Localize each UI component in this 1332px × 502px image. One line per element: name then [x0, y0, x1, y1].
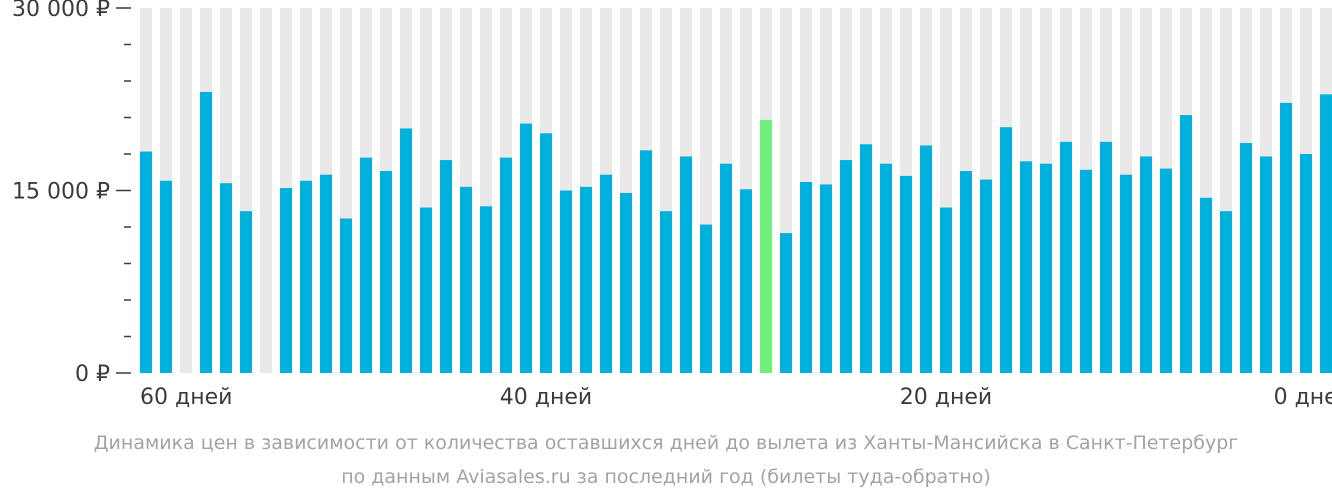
bar: [460, 186, 472, 373]
price-chart: 0 ₽ 15 000 ₽ 30 000 ₽ 60 дней 40 дней 20 дне…: [12, 0, 1332, 410]
bar: [1320, 94, 1332, 373]
bar: [520, 123, 532, 373]
bar: [1060, 141, 1072, 373]
bar: [300, 180, 312, 373]
bar: [780, 233, 792, 373]
bar: [580, 186, 592, 373]
bar: [380, 171, 392, 373]
bar: [880, 163, 892, 373]
bar: [920, 145, 932, 373]
bar: [1140, 156, 1152, 373]
bar: [280, 188, 292, 373]
bar: [860, 144, 872, 373]
bar: [720, 163, 732, 373]
bar: [1300, 154, 1312, 373]
x-tick-label: 0 дней: [1274, 385, 1332, 410]
y-tick-label: 15 000 ₽: [12, 180, 110, 205]
bar: [820, 184, 832, 373]
bar: [220, 183, 232, 373]
y-tick-label: 0 ₽: [75, 362, 110, 387]
x-tick-label: 60 дней: [140, 385, 232, 410]
bar-track: [260, 8, 272, 373]
bar: [740, 189, 752, 373]
bar: [340, 218, 352, 373]
bar: [840, 160, 852, 373]
bar: [480, 206, 492, 373]
bar: [660, 211, 672, 373]
bar: [960, 171, 972, 373]
bar: [620, 192, 632, 373]
y-axis: 0 ₽ 15 000 ₽ 30 000 ₽: [12, 0, 131, 387]
bar: [1020, 161, 1032, 373]
bar: [900, 175, 912, 373]
bar-track: [180, 8, 192, 373]
y-tick-label: 30 000 ₽: [12, 0, 110, 22]
bar: [1260, 156, 1272, 373]
bar: [980, 179, 992, 373]
bar: [800, 181, 812, 373]
x-tick-label: 20 дней: [900, 385, 992, 410]
chart-caption-line-1: Динамика цен в зависимости от количества…: [93, 432, 1239, 454]
bar: [1160, 168, 1172, 373]
bar: [500, 157, 512, 373]
bar: [600, 174, 612, 373]
bar-highlighted: [760, 119, 772, 373]
bar: [1200, 197, 1212, 373]
bar: [140, 151, 152, 373]
bar: [320, 174, 332, 373]
bar: [160, 180, 172, 373]
bar: [1180, 115, 1192, 374]
bar: [200, 91, 212, 373]
bar: [1280, 102, 1292, 374]
bar: [1120, 174, 1132, 373]
x-tick-label: 40 дней: [500, 385, 592, 410]
bar: [420, 207, 432, 373]
bar: [1100, 141, 1112, 373]
bar: [680, 156, 692, 373]
bar: [240, 211, 252, 373]
bar: [940, 207, 952, 373]
bar: [1240, 143, 1252, 373]
bar: [1000, 127, 1012, 373]
bar: [560, 190, 572, 373]
bar: [360, 157, 372, 373]
bar: [1080, 169, 1092, 373]
chart-caption-line-2: по данным Aviasales.ru за последний год …: [341, 466, 991, 488]
bar: [540, 133, 552, 373]
bar: [640, 150, 652, 373]
bar: [440, 160, 452, 373]
bar: [1220, 211, 1232, 373]
bar: [700, 224, 712, 373]
bar: [1040, 163, 1052, 373]
x-axis: 60 дней 40 дней 20 дней 0 дней: [140, 385, 1332, 410]
bars: [140, 91, 1332, 374]
bar-tracks: [140, 8, 1332, 373]
bar: [400, 128, 412, 373]
